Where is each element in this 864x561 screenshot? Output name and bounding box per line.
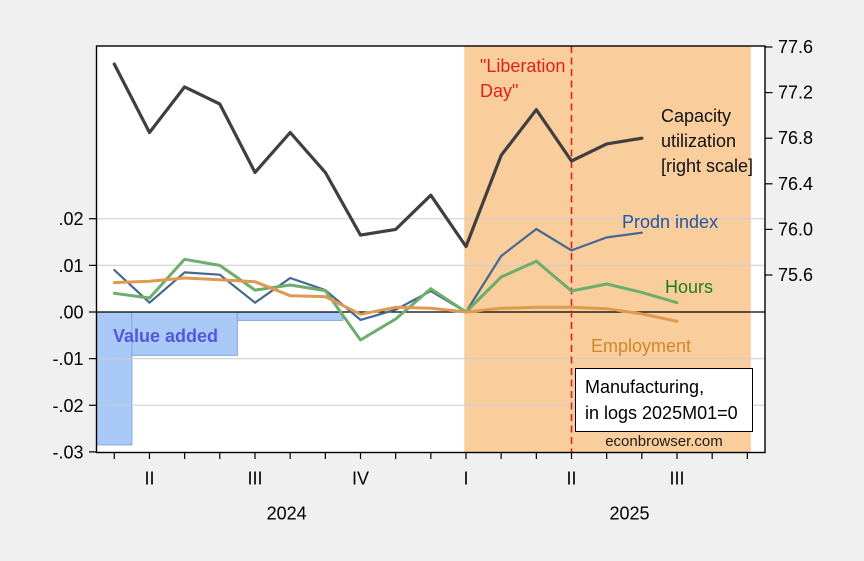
- value-added-series-label: Value added: [113, 326, 219, 346]
- quarter-label: IV: [352, 469, 369, 489]
- year-label: 2025: [610, 504, 650, 524]
- right-axis-label: 76.0: [778, 219, 813, 239]
- liberation-day-line1: "Liberation: [480, 56, 566, 76]
- right-axis-label: 77.2: [778, 83, 813, 103]
- left-axis-label: .00: [58, 303, 83, 323]
- plot-frame: [95, 45, 766, 454]
- value-added-bar-2024Q2: [131, 311, 238, 356]
- annotation-box: Manufacturing, in logs 2025M01=0: [575, 368, 753, 432]
- hours-series-label: Hours: [665, 277, 714, 297]
- liberation-day-line2: Day": [480, 81, 519, 101]
- quarter-label: I: [463, 469, 468, 489]
- capacity-label-line2: utilization: [661, 131, 737, 151]
- right-axis-label: 76.8: [778, 128, 813, 148]
- series-line-capacity_utilization: [112, 62, 644, 249]
- right-axis-label: 77.6: [778, 37, 813, 57]
- left-axis-label: -.01: [52, 349, 83, 369]
- liberation-day-annotation: "Liberation Day": [480, 54, 565, 104]
- quarter-label: II: [144, 469, 154, 489]
- series-line-prodn_index: [113, 227, 644, 321]
- capacity-utilization-series-label: Capacity utilization [right scale]: [661, 104, 753, 179]
- capacity-label-line3: [right scale]: [661, 156, 754, 176]
- right-axis-label: 75.6: [778, 265, 813, 285]
- annotation-box-line2: in logs 2025M01=0: [585, 403, 738, 423]
- quarter-label: III: [247, 469, 262, 489]
- quarter-label: III: [670, 469, 685, 489]
- series-line-hours: [112, 257, 679, 342]
- left-axis-label: -.03: [52, 442, 83, 462]
- year-label: 2024: [267, 504, 307, 524]
- value-added-bar-2024Q3: [236, 311, 344, 321]
- value-added-bar-2024Q1: [96, 311, 133, 446]
- series-line-employment: [112, 276, 679, 323]
- capacity-label-line1: Capacity: [661, 106, 732, 126]
- left-axis-label: -.02: [52, 396, 83, 416]
- left-axis-label: .02: [58, 209, 83, 229]
- prodn-index-series-label: Prodn index: [622, 212, 719, 232]
- quarter-label: II: [567, 469, 577, 489]
- employment-series-label: Employment: [591, 336, 692, 356]
- left-axis-label: .01: [58, 256, 83, 276]
- annotation-box-line1: Manufacturing,: [585, 377, 705, 397]
- watermark: econbrowser.com: [605, 433, 723, 450]
- right-axis-label: 76.4: [778, 174, 813, 194]
